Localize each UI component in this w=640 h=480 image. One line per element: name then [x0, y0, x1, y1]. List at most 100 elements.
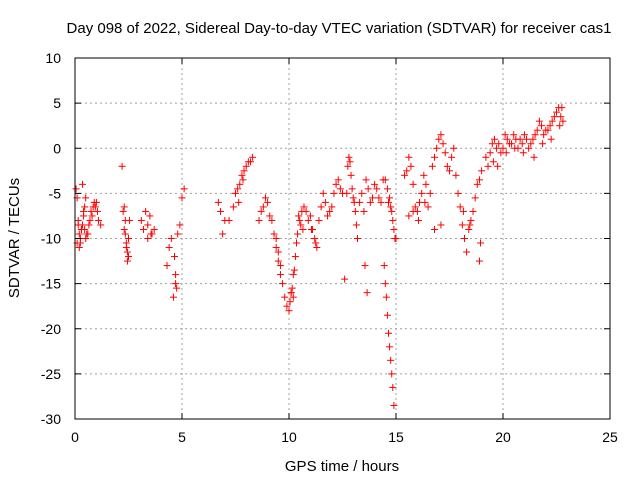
data-point: [553, 108, 560, 116]
data-point: [547, 135, 555, 143]
data-point: [454, 189, 462, 197]
data-point: [486, 149, 494, 157]
data-point: [72, 185, 80, 193]
data-point: [326, 207, 334, 215]
data-point: [477, 239, 485, 247]
data-point: [387, 203, 395, 211]
data-point: [119, 207, 127, 215]
data-point: [360, 207, 368, 215]
data-point: [389, 383, 397, 391]
data-point: [426, 189, 434, 197]
data-point: [171, 253, 179, 261]
y-tick-label: -30: [41, 411, 61, 427]
data-point: [290, 266, 298, 274]
data-point: [366, 198, 374, 206]
data-point: [363, 289, 371, 297]
data-point: [383, 185, 391, 193]
data-point: [321, 198, 329, 206]
data-point: [238, 171, 246, 179]
data-point: [349, 194, 357, 202]
data-point: [351, 207, 359, 215]
data-point: [176, 221, 184, 229]
data-point: [120, 203, 128, 211]
data-point: [334, 176, 342, 184]
data-point: [330, 189, 338, 197]
data-point: [348, 185, 356, 193]
data-point: [147, 230, 155, 238]
data-point: [446, 167, 453, 175]
data-point: [87, 207, 95, 215]
data-point: [548, 117, 556, 125]
data-point: [328, 203, 336, 211]
data-point: [382, 293, 390, 301]
data-point: [272, 235, 280, 242]
data-point: [533, 126, 541, 134]
x-tick-label: 25: [602, 429, 618, 445]
y-tick-label: 10: [45, 50, 61, 66]
data-point: [292, 239, 300, 247]
data-point: [85, 221, 93, 229]
data-point: [392, 235, 400, 242]
data-point: [383, 311, 391, 319]
data-point: [466, 221, 474, 229]
data-point: [261, 194, 269, 202]
data-point: [385, 329, 393, 337]
data-point: [174, 230, 182, 238]
data-point: [123, 257, 131, 265]
data-point: [313, 244, 321, 252]
data-point: [150, 225, 158, 233]
data-point: [520, 131, 528, 139]
data-point: [332, 180, 340, 188]
data-point: [77, 225, 85, 233]
data-point: [80, 207, 88, 215]
y-axis-label: SDTVAR / TECUs: [6, 178, 23, 298]
data-point: [118, 162, 126, 170]
data-point: [82, 194, 90, 202]
data-point: [441, 149, 449, 157]
data-point: [95, 216, 103, 224]
data-point: [535, 117, 543, 125]
data-point: [137, 216, 145, 224]
data-point: [437, 221, 445, 229]
data-point: [495, 140, 503, 148]
data-point: [259, 203, 267, 211]
y-tick-label: -20: [41, 321, 61, 337]
data-point: [163, 262, 171, 270]
data-point: [287, 289, 295, 297]
x-tick-label: 0: [71, 429, 79, 445]
data-point: [544, 126, 552, 134]
y-tick-label: 5: [53, 95, 61, 111]
data-point: [527, 140, 535, 148]
data-point: [268, 216, 276, 224]
x-axis-label: GPS time / hours: [285, 458, 399, 475]
data-point: [403, 167, 411, 175]
data-point: [300, 203, 308, 211]
data-point: [297, 221, 305, 229]
data-point: [469, 207, 477, 215]
data-point: [443, 162, 451, 170]
data-point: [352, 221, 360, 229]
chart-title: Day 098 of 2022, Sidereal Day-to-day VTE…: [67, 20, 612, 37]
data-point: [219, 230, 227, 238]
data-point: [409, 207, 417, 215]
data-point: [242, 162, 250, 170]
data-point: [519, 149, 527, 157]
data-point: [456, 203, 464, 211]
data-point: [146, 212, 154, 220]
data-point: [373, 185, 381, 193]
data-point: [307, 225, 315, 233]
data-point: [120, 225, 128, 233]
data-point: [341, 275, 349, 283]
data-point: [471, 194, 479, 202]
x-tick-label: 15: [388, 429, 404, 445]
data-point: [538, 122, 546, 130]
data-point: [431, 153, 439, 161]
data-point: [377, 198, 385, 206]
data-point: [281, 293, 289, 301]
data-point: [75, 230, 83, 238]
data-point: [435, 135, 443, 143]
data-point: [371, 180, 379, 188]
data-point: [291, 253, 299, 261]
y-tick-label: -15: [41, 276, 61, 292]
